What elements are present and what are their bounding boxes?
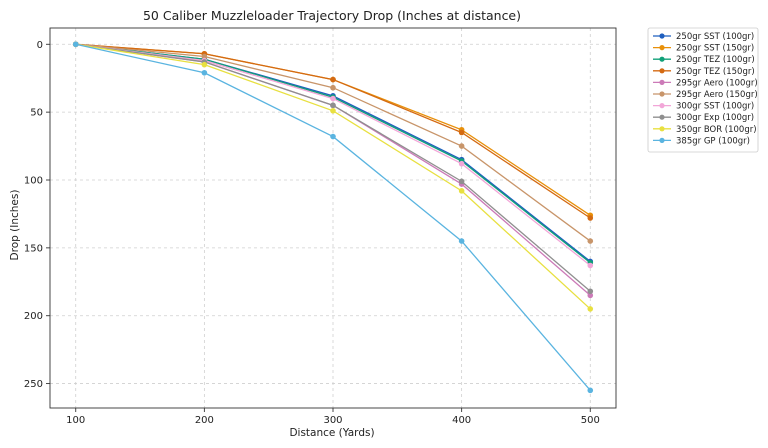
legend-item: 300gr SST (100gr): [653, 102, 754, 112]
y-tick-label: 0: [37, 40, 43, 51]
legend-item: 295gr Aero (100gr): [653, 78, 758, 88]
y-tick-label: 150: [24, 243, 43, 254]
legend-label: 295gr Aero (150gr): [676, 90, 758, 100]
data-point: [330, 102, 336, 109]
data-point: [587, 387, 594, 394]
legend-label: 350gr BOR (100gr): [676, 125, 757, 135]
data-point: [587, 292, 594, 299]
chart-title: 50 Caliber Muzzleloader Trajectory Drop …: [143, 8, 521, 23]
legend-box: [647, 27, 759, 153]
legend-marker: [659, 137, 665, 143]
data-point: [587, 238, 594, 244]
y-tick-label: 200: [24, 311, 43, 322]
legend-item: 350gr BOR (100gr): [653, 125, 757, 135]
legend-label: 250gr SST (150gr): [676, 44, 754, 54]
x-axis-label: Distance (Yards): [289, 427, 374, 439]
x-tick-label: 500: [581, 415, 600, 426]
x-tick-label: 100: [66, 415, 85, 426]
y-tick-label: 250: [24, 379, 43, 390]
series-layer: [72, 41, 594, 394]
data-point: [330, 76, 336, 83]
legend-marker: [659, 56, 665, 62]
y-tick-label: 100: [24, 176, 43, 187]
data-point: [330, 95, 336, 102]
legend-marker: [659, 91, 665, 97]
legend: 250gr SST (100gr)250gr SST (150gr)250gr …: [647, 27, 759, 153]
data-point: [458, 238, 465, 244]
x-tick-label: 300: [323, 415, 342, 426]
legend-label: 300gr Exp (100gr): [676, 113, 754, 123]
legend-item: 385gr GP (100gr): [653, 136, 750, 146]
legend-marker: [659, 103, 665, 109]
data-point: [72, 41, 79, 48]
legend-item: 250gr SST (150gr): [653, 44, 754, 54]
x-tick-label: 400: [452, 415, 471, 426]
data-point: [587, 262, 594, 269]
data-point: [458, 143, 465, 149]
legend-label: 250gr TEZ (100gr): [676, 55, 755, 65]
data-point: [587, 215, 594, 221]
axes: 100 200 300 400 500 0 50 100 150 200 250: [24, 27, 617, 426]
data-point: [201, 61, 208, 68]
legend-label: 300gr SST (100gr): [676, 102, 754, 112]
legend-marker: [659, 45, 665, 51]
legend-item: 250gr SST (100gr): [653, 32, 754, 42]
legend-marker: [659, 114, 665, 120]
legend-marker: [659, 68, 665, 74]
data-point: [330, 107, 336, 114]
legend-item: 300gr Exp (100gr): [653, 113, 754, 123]
legend-item: 250gr TEZ (100gr): [653, 55, 755, 65]
legend-label: 295gr Aero (100gr): [676, 78, 758, 88]
data-point: [201, 69, 208, 76]
data-point: [330, 133, 336, 140]
data-point: [587, 288, 594, 295]
legend-label: 250gr TEZ (150gr): [676, 67, 755, 77]
legend-item: 250gr TEZ (150gr): [653, 67, 755, 77]
data-point: [458, 129, 465, 136]
series-10: [72, 41, 594, 394]
legend-item: 295gr Aero (150gr): [653, 90, 758, 100]
x-tick-label: 200: [195, 415, 214, 426]
data-point: [330, 84, 336, 91]
legend-label: 250gr SST (100gr): [676, 32, 754, 42]
legend-marker: [659, 126, 665, 132]
data-point: [587, 306, 594, 312]
y-tick-label: 50: [30, 108, 43, 119]
y-axis-label: Drop (Inches): [9, 190, 21, 261]
data-point: [201, 53, 208, 60]
data-point: [458, 178, 465, 185]
legend-marker: [659, 79, 665, 85]
legend-label: 385gr GP (100gr): [676, 136, 750, 146]
data-point: [458, 160, 465, 167]
data-point: [458, 188, 465, 194]
legend-marker: [659, 33, 665, 39]
